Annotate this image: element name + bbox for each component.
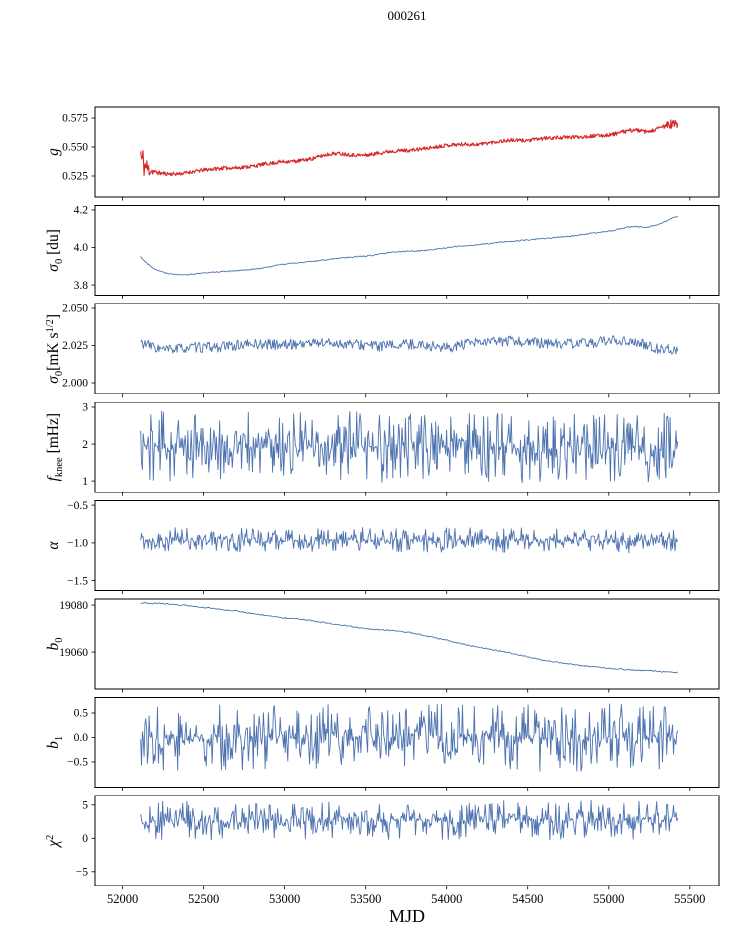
y-tick-label: 2.025 xyxy=(62,340,88,352)
x-tick-label: 53000 xyxy=(269,892,300,906)
axes-box xyxy=(94,795,720,887)
sigma0-mks-series-line xyxy=(140,335,679,355)
sigma0-du-series-line xyxy=(140,215,679,276)
axes-box xyxy=(94,204,720,296)
y-tick-label: 0.525 xyxy=(62,171,88,183)
y-tick-label: 19080 xyxy=(59,600,88,612)
x-tick-label: 55500 xyxy=(674,892,705,906)
y-tick-label: 19060 xyxy=(59,647,88,659)
y-axis-label-chi2: χ2 xyxy=(45,835,62,849)
alpha-series-line xyxy=(140,527,679,554)
b1-series-line xyxy=(140,703,679,772)
axes-box xyxy=(94,598,720,690)
y-tick-label: 0 xyxy=(82,833,88,845)
f-knee-series-line xyxy=(140,410,679,484)
y-tick-label: 0.5 xyxy=(74,708,89,720)
y-tick-label: 0.550 xyxy=(62,142,88,154)
panel-b1: −0.5 0.0 0.5 b1 xyxy=(45,697,720,791)
g-series-line xyxy=(140,119,679,177)
b0-series-line xyxy=(140,602,678,674)
y-axis-label-alpha: α xyxy=(45,541,62,550)
y-tick-label: 4.2 xyxy=(74,205,89,217)
y-tick-label: 4.0 xyxy=(74,242,89,254)
y-tick-label: 3.8 xyxy=(74,280,89,292)
panel-alpha: −1.5 −1.0 −0.5 α xyxy=(45,500,720,595)
figure-title: 000261 xyxy=(387,8,427,23)
chi2-series-line xyxy=(140,799,679,841)
y-axis-label-sigma0-du: σ0 [du] xyxy=(45,229,65,272)
y-tick-label: 5 xyxy=(82,799,88,811)
y-axis-label-f-knee: fknee [mHz] xyxy=(45,413,65,481)
y-tick-label: 0.575 xyxy=(62,113,88,125)
panel-b0: 19060 19080 b0 xyxy=(45,598,720,693)
y-tick-label: −0.5 xyxy=(67,500,88,512)
panel-f-knee: 1 2 3 fknee [mHz] xyxy=(45,401,720,496)
panel-g: 0.525 0.550 0.575 g xyxy=(45,106,720,201)
y-tick-label: −0.5 xyxy=(67,757,88,769)
x-tick-label: 53500 xyxy=(350,892,381,906)
panel-sigma0-du: 3.8 4.0 4.2 σ0 [du] xyxy=(45,204,720,299)
y-tick-label: 2.000 xyxy=(62,378,88,390)
y-tick-label: 3 xyxy=(82,402,88,414)
y-tick-label: 2.050 xyxy=(62,303,88,315)
y-tick-label: −1.5 xyxy=(67,575,88,587)
y-tick-label: 1 xyxy=(82,476,88,488)
y-tick-label: −5 xyxy=(76,866,88,878)
x-axis-label: MJD xyxy=(388,906,425,926)
y-axis-label-b0: b0 xyxy=(45,638,65,651)
y-tick-label: −1.0 xyxy=(67,538,88,550)
y-axis-label-b1: b1 xyxy=(45,736,65,749)
y-tick-label: 0.0 xyxy=(74,732,89,744)
axes-box xyxy=(94,697,720,788)
x-tick-label: 52500 xyxy=(188,892,219,906)
axes-box xyxy=(94,303,720,395)
x-tick-label: 55000 xyxy=(593,892,624,906)
x-tick-label: 52000 xyxy=(107,892,138,906)
y-tick-label: 2 xyxy=(82,439,88,451)
x-tick-label: 54000 xyxy=(431,892,462,906)
y-axis-label-g: g xyxy=(45,148,62,156)
axes-box xyxy=(94,500,720,592)
panel-chi2: −5 0 5 52000 52500 53000 53500 54000 54500 55000 5… xyxy=(45,795,720,906)
axes-box xyxy=(94,401,720,493)
axes-box xyxy=(94,106,720,198)
y-axis-label-sigma0-mks: σ0[mK s1/2] xyxy=(45,314,65,384)
x-tick-label: 54500 xyxy=(512,892,543,906)
